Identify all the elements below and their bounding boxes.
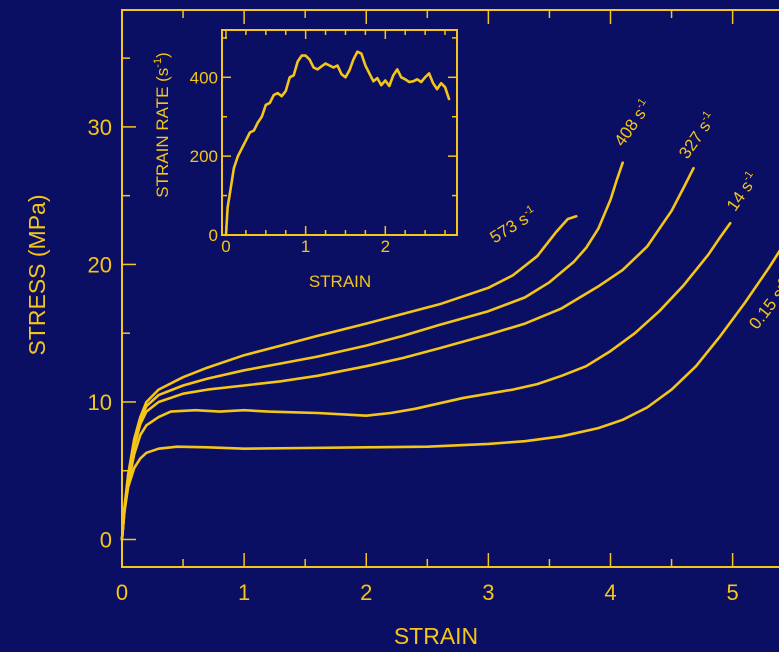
inset-y-axis-label-exp: -1 — [152, 58, 164, 68]
main-y-axis-label: STRESS (MPa) — [24, 194, 50, 355]
inset-strain-rate-curve — [224, 50, 451, 237]
x-tick-label: 3 — [482, 580, 494, 605]
x-tick-label: 2 — [360, 580, 372, 605]
x-tick-label: 0 — [116, 580, 128, 605]
inset-x-axis-label: STRAIN — [309, 272, 371, 291]
inset-x-tick-label: 0 — [221, 237, 230, 256]
x-tick-label: 1 — [238, 580, 250, 605]
inset-x-tick-label: 2 — [381, 237, 390, 256]
inset-x-tick-label: 1 — [301, 237, 310, 256]
inset-y-axis-label: STRAIN RATE (s-1) — [152, 52, 172, 197]
inset-y-axis-label-close: ) — [153, 52, 172, 58]
x-tick-label: 4 — [604, 580, 616, 605]
inset-background — [222, 30, 457, 235]
inset-y-tick-label: 0 — [209, 226, 218, 245]
y-tick-label: 30 — [88, 115, 112, 140]
y-tick-label: 10 — [88, 390, 112, 415]
curve-573-s — [120, 215, 578, 541]
curve-14-s — [120, 221, 732, 541]
inset-curves — [224, 50, 451, 237]
inset-y-axis-label-base: STRAIN RATE (s — [153, 68, 172, 198]
main-x-axis-label: STRAIN — [394, 623, 478, 649]
curve-0-15-s — [120, 249, 779, 541]
main-curves — [120, 161, 779, 541]
inset-y-tick-label: 200 — [190, 147, 218, 166]
curve-label-exp: -1 — [773, 276, 779, 291]
inset-y-tick-label: 400 — [190, 68, 218, 87]
x-tick-label: 5 — [726, 580, 738, 605]
main-plot-frame — [121, 9, 779, 568]
y-tick-label: 20 — [88, 252, 112, 277]
inset-plot-frame — [221, 29, 458, 236]
y-tick-label: 0 — [100, 527, 112, 552]
